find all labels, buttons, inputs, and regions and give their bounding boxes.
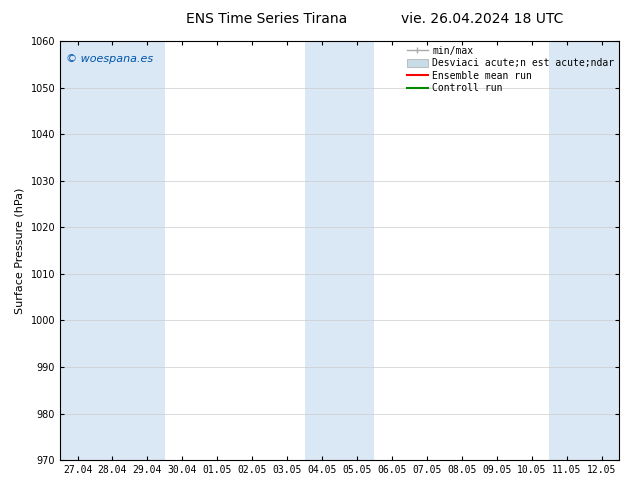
Text: vie. 26.04.2024 18 UTC: vie. 26.04.2024 18 UTC bbox=[401, 12, 563, 26]
Bar bbox=[60, 41, 165, 460]
Legend: min/max, Desviaci acute;n est acute;ndar, Ensemble mean run, Controll run: min/max, Desviaci acute;n est acute;ndar… bbox=[404, 44, 616, 95]
Text: © woespana.es: © woespana.es bbox=[66, 53, 153, 64]
Bar bbox=[549, 41, 619, 460]
Text: ENS Time Series Tirana: ENS Time Series Tirana bbox=[186, 12, 347, 26]
Bar bbox=[304, 41, 375, 460]
Y-axis label: Surface Pressure (hPa): Surface Pressure (hPa) bbox=[15, 187, 25, 314]
